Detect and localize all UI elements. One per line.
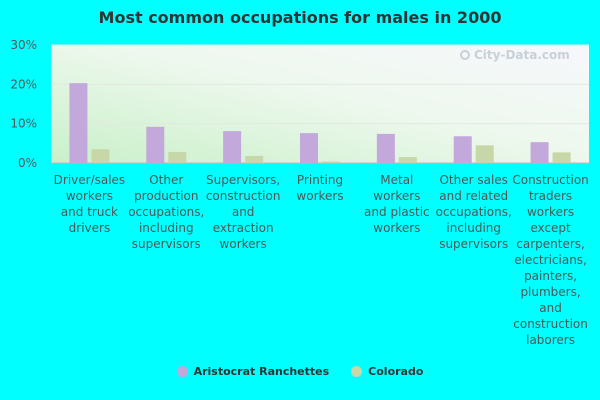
legend-swatch-0 <box>176 366 188 377</box>
x-tick-label-line: except <box>530 221 571 235</box>
x-tick-label-line: and <box>231 205 255 219</box>
x-tick-label-line: laborers <box>526 333 575 347</box>
x-tick-label-line: Construction <box>512 173 589 187</box>
legend-label-1: Colorado <box>368 365 424 378</box>
bar-1-6[interactable] <box>552 152 571 163</box>
x-tick-label-line: workers <box>296 189 344 203</box>
bar-1-4[interactable] <box>398 157 417 163</box>
legend: Aristocrat Ranchettes Colorado <box>0 365 600 378</box>
watermark: City-Data.com <box>460 48 570 62</box>
bar-0-2[interactable] <box>223 131 242 163</box>
x-tick-label-line: supervisors <box>439 237 509 251</box>
x-tick-label-line: Driver/sales <box>53 173 126 187</box>
legend-item-1[interactable]: Colorado <box>351 365 423 378</box>
plot-background <box>51 45 589 163</box>
x-tick-label-line: construction <box>205 189 281 203</box>
bar-1-3[interactable] <box>322 161 340 163</box>
x-tick-label-line: Supervisors, <box>206 173 281 187</box>
x-tick-label-line: and related <box>439 189 509 203</box>
x-tick-label: Construction traders workers except carpente… <box>512 172 590 348</box>
x-tick-label-line: workers <box>526 205 575 219</box>
x-tick-label-line: including <box>446 221 502 235</box>
x-tick-label-line: production <box>134 189 199 203</box>
x-tick-label-line: and <box>539 301 562 315</box>
x-tick-label-line: Other sales <box>439 173 508 187</box>
x-tick-label-line: extraction <box>212 221 274 235</box>
x-tick-label-line: drivers <box>68 221 111 235</box>
x-tick-label-line: occupations, <box>435 205 512 219</box>
x-tick-label-line: Printing <box>296 173 344 187</box>
x-tick-label: Driver/sales workers and truck drivers <box>50 172 128 236</box>
bar-0-4[interactable] <box>376 133 395 163</box>
x-tick-label-line: and truck <box>60 205 119 219</box>
bar-1-0[interactable] <box>91 149 110 163</box>
x-tick-label-line: plumbers, <box>520 285 581 299</box>
bar-0-5[interactable] <box>453 136 472 163</box>
bar-1-2[interactable] <box>245 155 264 163</box>
y-tick-label: 20% <box>10 77 37 91</box>
y-tick-label: 10% <box>10 117 37 131</box>
x-tick-label: Printing workers <box>281 172 359 204</box>
legend-label-0: Aristocrat Ranchettes <box>193 365 330 378</box>
bar-1-1[interactable] <box>168 151 187 163</box>
x-tick-label-line: workers <box>219 237 267 251</box>
bar-0-0[interactable] <box>69 83 88 163</box>
bar-0-6[interactable] <box>530 142 549 163</box>
x-tick-label: Other production occupations, including supe… <box>127 172 205 252</box>
x-tick-label: Metal workers and plastic workers <box>358 172 436 236</box>
x-tick-label-line: traders <box>528 189 573 203</box>
x-tick-label-line: carpenters, <box>516 237 585 251</box>
x-tick-label-line: Metal <box>380 173 414 187</box>
x-tick-label-line: including <box>138 221 194 235</box>
legend-swatch-1 <box>351 366 363 377</box>
bar-0-1[interactable] <box>146 126 165 163</box>
x-tick-label-line: workers <box>373 189 421 203</box>
legend-item-0[interactable]: Aristocrat Ranchettes <box>176 365 330 378</box>
x-tick-label-line: supervisors <box>131 237 201 251</box>
x-tick-label: Supervisors, construction and extraction wor… <box>204 172 282 252</box>
x-tick-label-line: construction <box>513 317 588 331</box>
x-tick-label-line: painters, <box>524 269 578 283</box>
chart-title: Most common occupations for males in 200… <box>98 8 502 27</box>
x-tick-label-line: Other <box>149 173 184 187</box>
x-tick-label-line: workers <box>373 221 421 235</box>
x-tick-label-line: occupations, <box>128 205 205 219</box>
x-tick-label: Other sales and related occupations, includ… <box>435 172 513 252</box>
x-tick-label-line: and plastic <box>364 205 430 219</box>
watermark-text: City-Data.com <box>474 48 570 62</box>
watermark-icon <box>460 50 470 60</box>
bar-1-5[interactable] <box>475 145 494 163</box>
x-tick-label-line: workers <box>65 189 114 203</box>
bar-0-3[interactable] <box>300 133 318 163</box>
x-tick-label-line: electricians, <box>514 253 587 267</box>
y-tick-label: 30% <box>10 38 37 52</box>
y-tick-label: 0% <box>18 156 37 170</box>
